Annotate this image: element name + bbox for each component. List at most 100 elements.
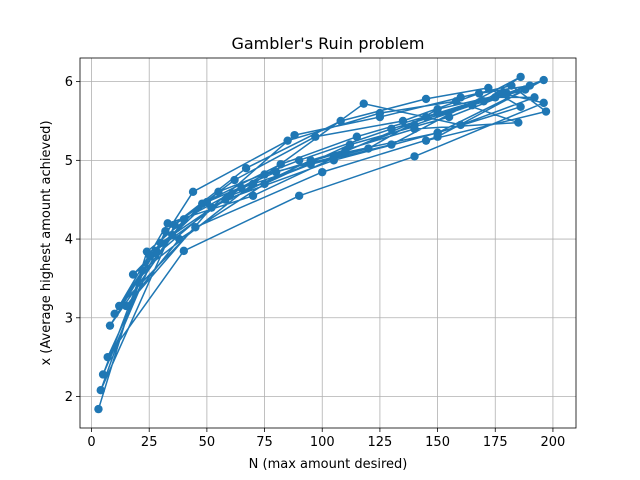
ticks: 0 25 50 75 100 125 150 175 200 2 3 4 5 6 xyxy=(65,75,566,450)
data-point xyxy=(230,175,239,185)
data-point xyxy=(294,156,304,165)
data-point xyxy=(248,191,258,200)
data-point xyxy=(103,352,112,362)
x-tick-label: 125 xyxy=(367,435,392,450)
data-point xyxy=(260,170,269,179)
data-point xyxy=(221,195,230,204)
data-point xyxy=(110,309,119,319)
data-point xyxy=(514,118,523,127)
data-point xyxy=(276,160,285,169)
grid xyxy=(80,58,576,428)
x-tick-label: 25 xyxy=(141,435,158,450)
data-point xyxy=(444,112,454,122)
y-tick-label: 3 xyxy=(65,311,73,326)
data-point xyxy=(121,301,131,311)
data-point xyxy=(271,167,281,177)
data-point xyxy=(410,152,419,161)
data-point xyxy=(179,215,189,224)
y-tick-label: 4 xyxy=(65,233,73,248)
data-point xyxy=(364,144,373,153)
data-point xyxy=(318,167,327,177)
data-point xyxy=(96,386,105,395)
data-point xyxy=(352,132,362,141)
data-point xyxy=(156,238,165,248)
data-point xyxy=(175,234,184,244)
data-point xyxy=(359,99,368,108)
data-point xyxy=(248,179,258,189)
data-point xyxy=(214,187,223,197)
data-point xyxy=(467,101,477,110)
axes-frame xyxy=(79,57,577,429)
data-point xyxy=(241,164,251,173)
data-point xyxy=(306,156,315,165)
data-point xyxy=(237,183,246,193)
x-axis-label: N (max amount desired) xyxy=(249,457,408,472)
x-tick-label: 0 xyxy=(87,435,95,450)
data-point xyxy=(530,93,539,102)
data-point xyxy=(188,187,198,197)
data-point xyxy=(336,116,345,126)
data-point xyxy=(128,270,138,279)
data-point xyxy=(98,370,108,379)
data-point xyxy=(474,89,484,98)
data-point xyxy=(207,203,216,212)
data-point xyxy=(387,140,396,149)
x-tick-label: 175 xyxy=(483,435,508,450)
data-point xyxy=(421,94,431,104)
data-point xyxy=(484,83,493,93)
data-point xyxy=(94,404,103,414)
data-point xyxy=(410,124,419,134)
data-point xyxy=(329,156,338,165)
data-point xyxy=(170,220,179,230)
data-point xyxy=(191,223,200,232)
data-point xyxy=(491,93,500,102)
data-point xyxy=(151,246,161,256)
data-point xyxy=(433,108,442,118)
data-point xyxy=(516,102,525,112)
y-axis-label: x (Average highest amount achieved) xyxy=(39,120,54,365)
data-point xyxy=(539,75,548,85)
data-point xyxy=(198,199,207,208)
x-tick-label: 100 xyxy=(310,435,335,450)
y-tick-label: 2 xyxy=(65,390,73,405)
data-point xyxy=(105,321,115,330)
x-tick-label: 150 xyxy=(425,435,450,450)
data-point xyxy=(138,266,147,275)
data-point xyxy=(311,132,320,141)
x-tick-label: 50 xyxy=(199,435,216,450)
data-point xyxy=(260,179,269,189)
series-layer xyxy=(94,72,551,414)
data-point xyxy=(421,136,431,145)
data-point xyxy=(341,148,350,157)
data-point xyxy=(283,136,292,145)
data-point xyxy=(163,219,172,228)
data-point xyxy=(525,81,535,90)
data-point xyxy=(456,93,465,102)
data-point xyxy=(290,130,299,140)
data-point xyxy=(145,250,154,260)
data-point xyxy=(516,72,525,82)
data-point xyxy=(539,98,548,108)
data-point xyxy=(294,191,304,200)
data-point xyxy=(161,226,170,236)
data-point xyxy=(479,97,488,106)
data-point xyxy=(375,112,385,122)
y-tick-label: 5 xyxy=(65,154,73,169)
data-point xyxy=(497,89,507,98)
y-tick-label: 6 xyxy=(65,75,73,90)
data-point xyxy=(421,112,431,122)
x-tick-label: 200 xyxy=(541,435,566,450)
data-point xyxy=(168,230,177,240)
data-point xyxy=(115,301,124,311)
data-point xyxy=(433,128,442,137)
chart-title: Gambler's Ruin problem xyxy=(231,34,424,53)
data-point xyxy=(507,81,516,90)
data-point xyxy=(387,124,396,134)
x-tick-label: 75 xyxy=(256,435,273,450)
data-point xyxy=(398,116,408,126)
data-point xyxy=(541,107,551,116)
data-point xyxy=(456,120,465,130)
